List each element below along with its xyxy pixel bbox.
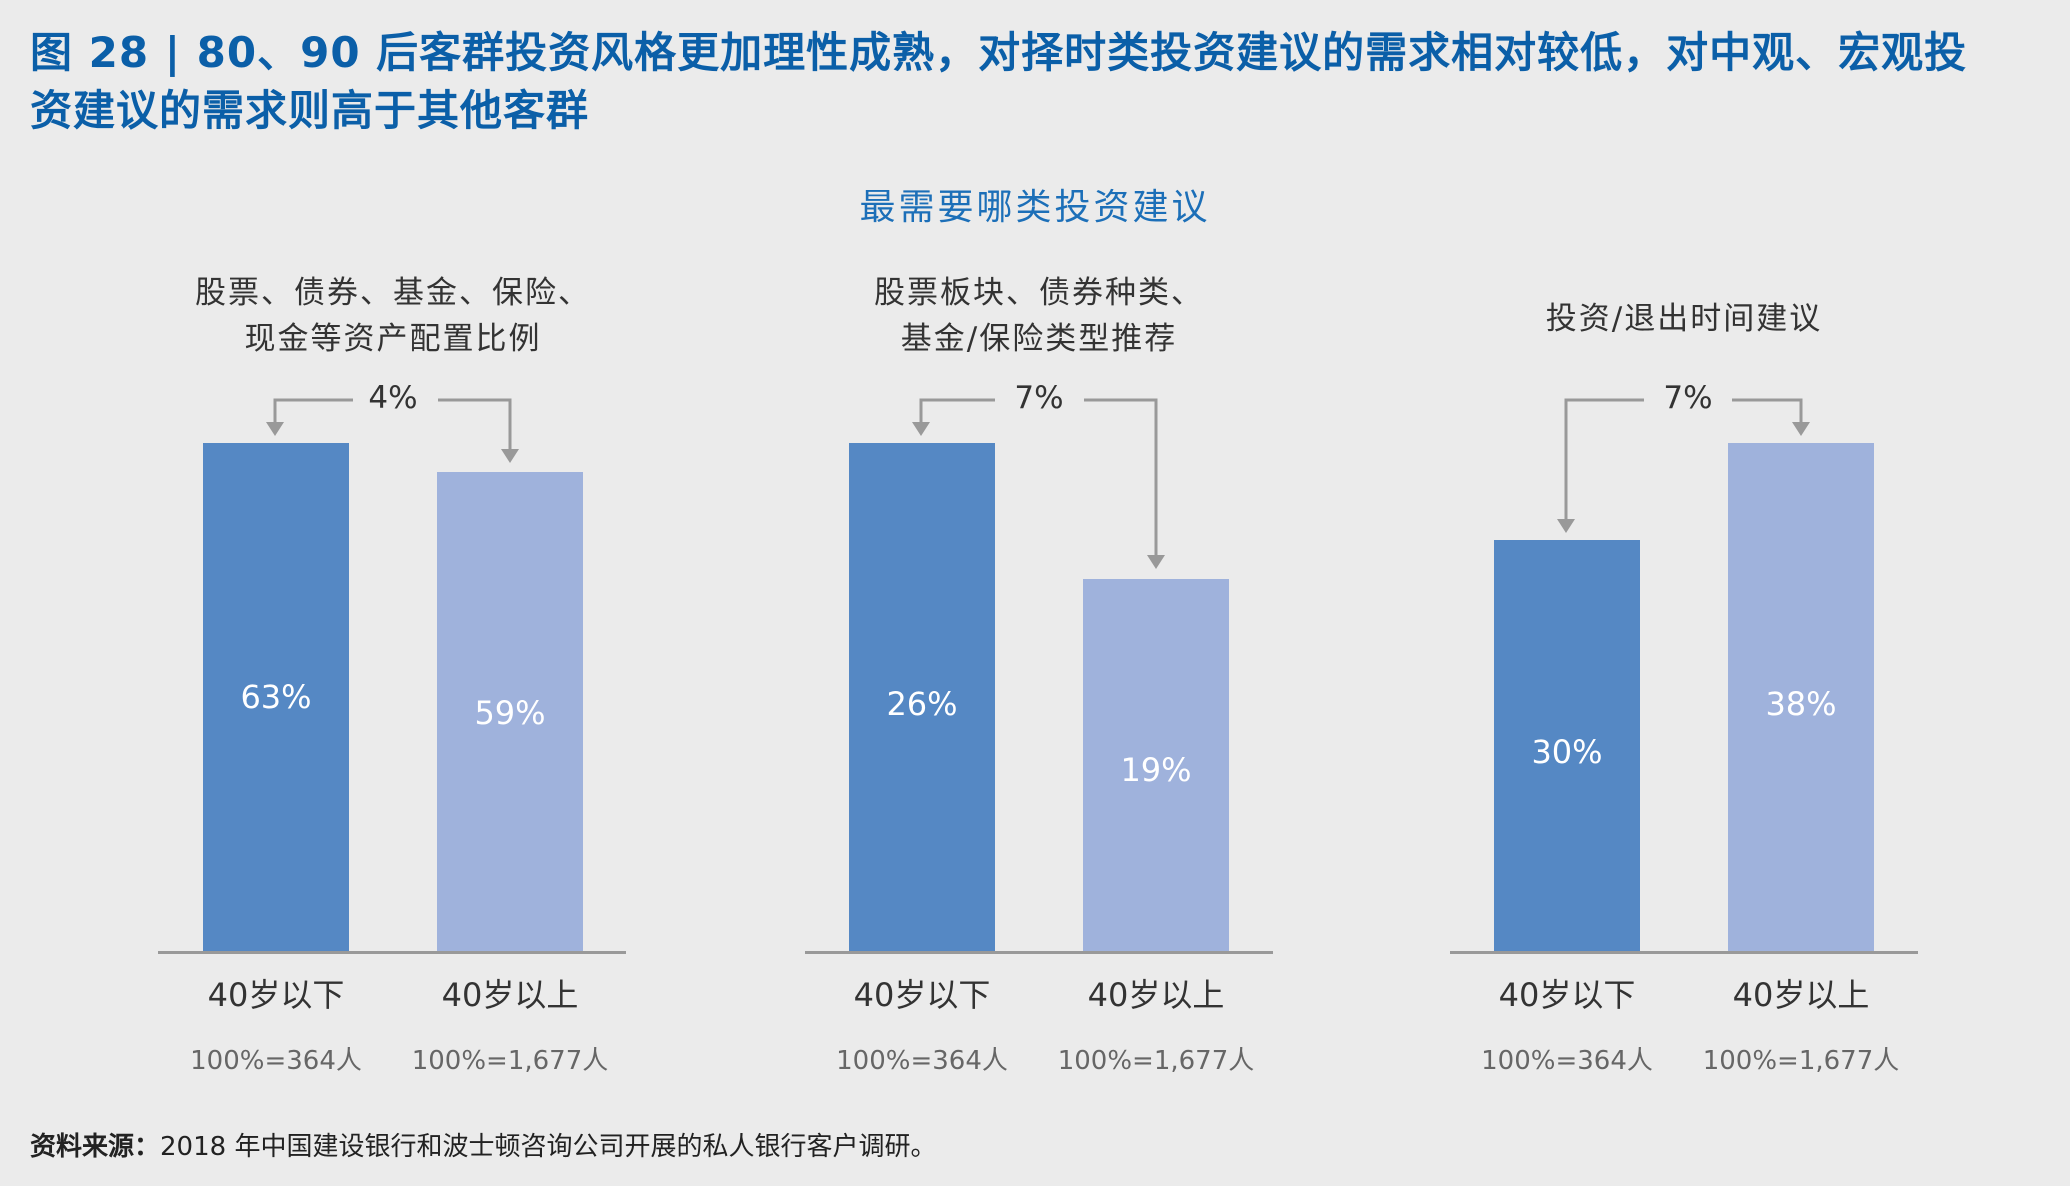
x-axis-line <box>158 951 626 954</box>
panel-title-line-1: 股票、债券、基金、保险、 <box>195 275 591 311</box>
category-label-over-40: 40岁以上 <box>1087 976 1225 1014</box>
difference-label: 7% <box>1014 380 1064 416</box>
difference-label: 4% <box>368 380 418 416</box>
sample-size-over-40: 100%=1,677人 <box>1702 1046 1900 1076</box>
panel-title-line-2: 现金等资产配置比例 <box>244 321 542 357</box>
bar-value-label: 59% <box>474 694 546 732</box>
difference-arrows <box>1557 398 1810 533</box>
figure-title-line-1: 图 28 | 80、90 后客群投资风格更加理性成熟，对择时类投资建议的需求相对… <box>30 28 1968 77</box>
x-axis-line <box>1450 951 1918 954</box>
x-axis-line <box>805 951 1273 954</box>
category-label-under-40: 40岁以下 <box>1498 976 1636 1014</box>
bar-value-label: 63% <box>240 678 312 716</box>
panel-title-line-1: 投资/退出时间建议 <box>1545 301 1823 337</box>
bar-over-40: 38% <box>1728 443 1874 952</box>
category-label-over-40: 40岁以上 <box>441 976 579 1014</box>
sample-size-over-40: 100%=1,677人 <box>1057 1046 1255 1076</box>
panel-title-line-1: 股票板块、债券种类、 <box>874 275 1204 311</box>
source-text: 2018 年中国建设银行和波士顿咨询公司开展的私人银行客户调研。 <box>160 1132 937 1162</box>
figure-title: 图 28 | 80、90 后客群投资风格更加理性成熟，对择时类投资建议的需求相对… <box>30 24 2050 140</box>
chart-subtitle: 最需要哪类投资建议 <box>859 187 1211 228</box>
bar-value-label: 38% <box>1765 685 1837 723</box>
sample-size-under-40: 100%=364人 <box>836 1046 1008 1076</box>
category-label-under-40: 40岁以下 <box>853 976 991 1014</box>
bar-value-label: 19% <box>1120 751 1192 789</box>
category-label-under-40: 40岁以下 <box>207 976 345 1014</box>
sample-size-over-40: 100%=1,677人 <box>411 1046 609 1076</box>
category-label-over-40: 40岁以上 <box>1732 976 1870 1014</box>
source-label: 资料来源： <box>30 1132 161 1162</box>
chart-panel-asset-allocation: 股票、债券、基金、保险、 现金等资产配置比例 4% 63% 59% 40岁以下 … <box>153 260 633 1090</box>
sample-size-under-40: 100%=364人 <box>190 1046 362 1076</box>
bar-under-40: 63% <box>203 443 349 952</box>
bar-value-label: 30% <box>1531 733 1603 771</box>
difference-arrows <box>912 398 1165 569</box>
bar-under-40: 26% <box>849 443 995 952</box>
bar-over-40: 19% <box>1083 579 1229 952</box>
panel-title-line-2: 基金/保险类型推荐 <box>900 321 1178 357</box>
source-note: 资料来源：2018 年中国建设银行和波士顿咨询公司开展的私人银行客户调研。 <box>30 1126 936 1163</box>
bar-over-40: 59% <box>437 472 583 952</box>
bar-under-40: 30% <box>1494 540 1640 952</box>
figure-title-line-2: 资建议的需求则高于其他客群 <box>30 86 590 135</box>
sample-size-under-40: 100%=364人 <box>1481 1046 1653 1076</box>
chart-panel-timing-advice: 投资/退出时间建议 7% 30% 38% 40岁以下 40岁以上 100%=36… <box>1444 260 1924 1090</box>
chart-panel-product-recommendation: 股票板块、债券种类、 基金/保险类型推荐 7% 26% 19% 40岁以下 40… <box>799 260 1279 1090</box>
difference-arrows <box>266 398 519 463</box>
bar-value-label: 26% <box>886 685 958 723</box>
difference-label: 7% <box>1663 380 1713 416</box>
